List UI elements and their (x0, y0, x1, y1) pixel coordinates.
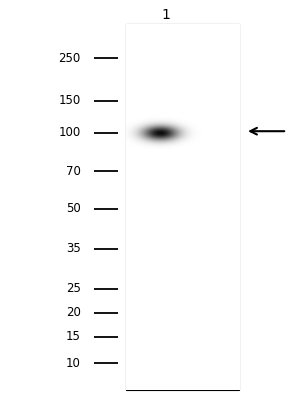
Text: 70: 70 (66, 165, 81, 178)
Text: 35: 35 (66, 242, 81, 255)
Text: 100: 100 (59, 126, 81, 139)
Text: 1: 1 (161, 8, 170, 22)
Text: 150: 150 (59, 94, 81, 107)
Text: 15: 15 (66, 330, 81, 343)
Text: 250: 250 (59, 52, 81, 64)
Text: 20: 20 (66, 306, 81, 319)
Text: 50: 50 (66, 202, 81, 215)
Bar (126, 24, 239, 390)
Text: 10: 10 (66, 357, 81, 370)
Text: 25: 25 (66, 282, 81, 295)
